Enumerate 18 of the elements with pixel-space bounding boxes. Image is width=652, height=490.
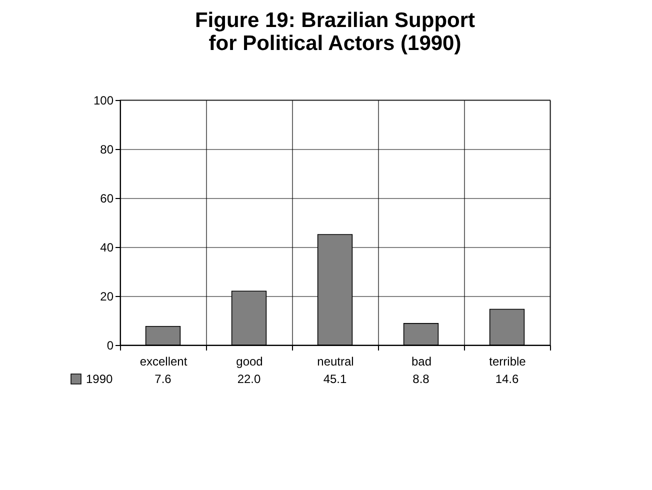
y-tick-label: 40 xyxy=(100,240,114,254)
x-tick-label: bad xyxy=(411,354,432,368)
data-label: 8.8 xyxy=(412,372,430,386)
x-tick-label: terrible xyxy=(489,354,526,368)
y-tick-label: 100 xyxy=(93,94,114,108)
chart-title: Figure 19: Brazilian Support for Political Actors (1990) xyxy=(194,9,476,55)
y-tick-label: 80 xyxy=(100,142,114,156)
data-label: 14.6 xyxy=(495,372,519,386)
y-tick-label: 20 xyxy=(100,290,114,304)
x-tick-label: excellent xyxy=(140,354,188,368)
x-tick-label: neutral xyxy=(317,354,354,368)
y-tick-label: 60 xyxy=(100,192,114,206)
y-tick-label: 0 xyxy=(106,338,114,352)
data-label: 45.1 xyxy=(323,372,347,386)
data-label: 7.6 xyxy=(154,372,172,386)
legend-label: 1990 xyxy=(86,372,114,386)
x-tick-label: good xyxy=(236,354,263,368)
data-label: 22.0 xyxy=(237,372,261,386)
